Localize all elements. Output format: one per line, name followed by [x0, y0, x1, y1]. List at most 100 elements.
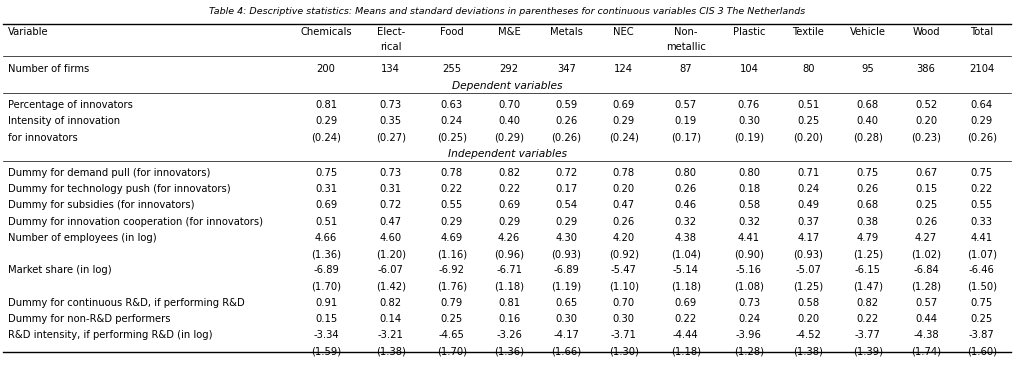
- Text: 4.69: 4.69: [441, 233, 463, 243]
- Text: Non-: Non-: [674, 27, 698, 37]
- Text: (1.50): (1.50): [967, 282, 997, 292]
- Text: 0.51: 0.51: [797, 100, 819, 110]
- Text: Chemicals: Chemicals: [300, 27, 352, 37]
- Text: 0.73: 0.73: [738, 298, 760, 308]
- Text: 0.38: 0.38: [857, 217, 879, 227]
- Text: 0.26: 0.26: [612, 217, 635, 227]
- Text: Dummy for innovation cooperation (for innovators): Dummy for innovation cooperation (for in…: [8, 217, 263, 227]
- Text: Dummy for demand pull (for innovators): Dummy for demand pull (for innovators): [8, 168, 211, 178]
- Text: 0.37: 0.37: [797, 217, 819, 227]
- Text: (1.28): (1.28): [734, 346, 764, 356]
- Text: 0.81: 0.81: [315, 100, 337, 110]
- Text: 0.68: 0.68: [857, 200, 879, 210]
- Text: -3.77: -3.77: [855, 330, 881, 340]
- Text: 0.64: 0.64: [970, 100, 993, 110]
- Text: Vehicle: Vehicle: [850, 27, 886, 37]
- Text: 0.78: 0.78: [612, 168, 635, 178]
- Text: -6.46: -6.46: [969, 265, 995, 275]
- Text: 0.26: 0.26: [915, 217, 937, 227]
- Text: 0.80: 0.80: [738, 168, 759, 178]
- Text: 0.25: 0.25: [970, 314, 993, 324]
- Text: 0.20: 0.20: [612, 184, 635, 194]
- Text: -5.07: -5.07: [795, 265, 821, 275]
- Text: 0.67: 0.67: [915, 168, 937, 178]
- Text: -6.84: -6.84: [914, 265, 939, 275]
- Text: 0.24: 0.24: [738, 314, 760, 324]
- Text: (1.38): (1.38): [376, 346, 406, 356]
- Text: (1.76): (1.76): [437, 282, 466, 292]
- Text: 80: 80: [802, 64, 814, 74]
- Text: 292: 292: [500, 64, 519, 74]
- Text: 0.22: 0.22: [441, 184, 463, 194]
- Text: -3.26: -3.26: [496, 330, 522, 340]
- Text: 0.44: 0.44: [916, 314, 937, 324]
- Text: 0.75: 0.75: [857, 168, 879, 178]
- Text: metallic: metallic: [666, 42, 706, 52]
- Text: (0.90): (0.90): [734, 249, 764, 259]
- Text: 0.75: 0.75: [970, 168, 993, 178]
- Text: 0.17: 0.17: [556, 184, 578, 194]
- Text: -4.44: -4.44: [673, 330, 699, 340]
- Text: (1.47): (1.47): [853, 282, 883, 292]
- Text: (1.70): (1.70): [311, 282, 341, 292]
- Text: 0.15: 0.15: [315, 314, 338, 324]
- Text: 0.79: 0.79: [441, 298, 463, 308]
- Text: -6.89: -6.89: [554, 265, 579, 275]
- Text: 0.80: 0.80: [674, 168, 697, 178]
- Text: 0.29: 0.29: [315, 116, 338, 126]
- Text: Total: Total: [970, 27, 994, 37]
- Text: -3.21: -3.21: [378, 330, 404, 340]
- Text: -3.96: -3.96: [736, 330, 762, 340]
- Text: Food: Food: [440, 27, 463, 37]
- Text: (0.23): (0.23): [912, 132, 941, 142]
- Text: 0.72: 0.72: [556, 168, 578, 178]
- Text: Dummy for continuous R&D, if performing R&D: Dummy for continuous R&D, if performing …: [8, 298, 244, 308]
- Text: (0.24): (0.24): [608, 132, 639, 142]
- Text: (1.19): (1.19): [552, 282, 581, 292]
- Text: 4.26: 4.26: [498, 233, 520, 243]
- Text: 0.69: 0.69: [315, 200, 338, 210]
- Text: -6.89: -6.89: [313, 265, 339, 275]
- Text: -5.16: -5.16: [736, 265, 762, 275]
- Text: 0.55: 0.55: [441, 200, 463, 210]
- Text: (1.20): (1.20): [376, 249, 406, 259]
- Text: (1.59): (1.59): [311, 346, 341, 356]
- Text: 0.72: 0.72: [379, 200, 402, 210]
- Text: Number of firms: Number of firms: [8, 64, 89, 74]
- Text: 0.26: 0.26: [674, 184, 697, 194]
- Text: M&E: M&E: [498, 27, 520, 37]
- Text: 0.82: 0.82: [857, 298, 879, 308]
- Text: (1.02): (1.02): [912, 249, 941, 259]
- Text: (1.38): (1.38): [793, 346, 823, 356]
- Text: 0.82: 0.82: [498, 168, 520, 178]
- Text: 0.22: 0.22: [498, 184, 520, 194]
- Text: Intensity of innovation: Intensity of innovation: [8, 116, 121, 126]
- Text: 0.59: 0.59: [556, 100, 578, 110]
- Text: (0.26): (0.26): [967, 132, 997, 142]
- Text: 0.57: 0.57: [674, 100, 697, 110]
- Text: 0.52: 0.52: [915, 100, 937, 110]
- Text: 0.71: 0.71: [797, 168, 819, 178]
- Text: 95: 95: [862, 64, 874, 74]
- Text: 0.26: 0.26: [857, 184, 879, 194]
- Text: 4.66: 4.66: [315, 233, 338, 243]
- Text: (1.60): (1.60): [967, 346, 997, 356]
- Text: 0.32: 0.32: [738, 217, 760, 227]
- Text: (1.36): (1.36): [311, 249, 341, 259]
- Text: 0.29: 0.29: [970, 116, 993, 126]
- Text: 0.30: 0.30: [556, 314, 577, 324]
- Text: Independent variables: Independent variables: [447, 149, 567, 159]
- Text: 0.22: 0.22: [970, 184, 993, 194]
- Text: 0.20: 0.20: [797, 314, 819, 324]
- Text: (1.25): (1.25): [793, 282, 823, 292]
- Text: 0.68: 0.68: [857, 100, 879, 110]
- Text: 2104: 2104: [969, 64, 995, 74]
- Text: -4.17: -4.17: [554, 330, 579, 340]
- Text: (1.74): (1.74): [912, 346, 941, 356]
- Text: R&D intensity, if performing R&D (in log): R&D intensity, if performing R&D (in log…: [8, 330, 213, 340]
- Text: 0.40: 0.40: [857, 116, 879, 126]
- Text: 0.30: 0.30: [738, 116, 759, 126]
- Text: (1.18): (1.18): [494, 282, 524, 292]
- Text: 0.31: 0.31: [315, 184, 337, 194]
- Text: for innovators: for innovators: [8, 132, 78, 142]
